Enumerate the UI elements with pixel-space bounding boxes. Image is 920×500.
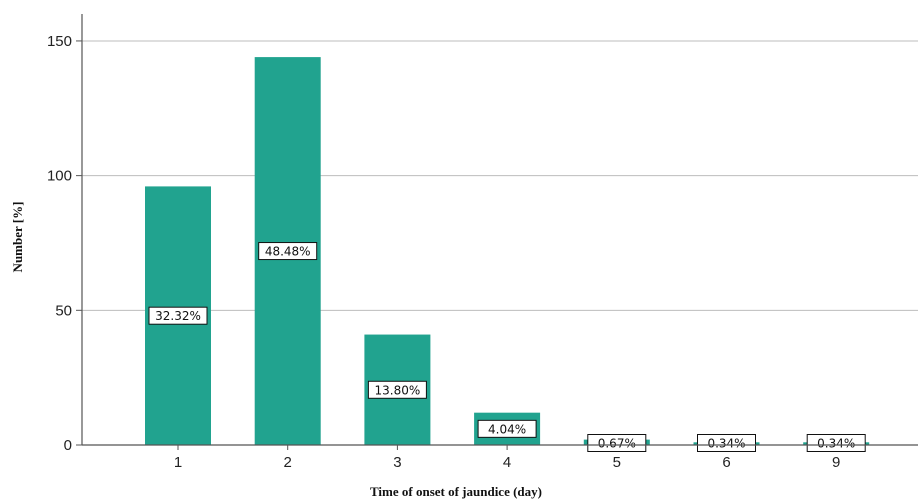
x-tick-label: 5 bbox=[613, 454, 621, 471]
y-axis-title: Number [%] bbox=[10, 202, 25, 273]
bars bbox=[145, 57, 870, 445]
y-tick-label: 100 bbox=[47, 168, 72, 185]
data-label: 4.04% bbox=[488, 422, 526, 436]
x-tick-label: 9 bbox=[832, 454, 840, 471]
data-label-box bbox=[697, 434, 756, 452]
y-tick-labels: 0 50 100 150 bbox=[47, 33, 82, 454]
x-tick-label: 6 bbox=[722, 454, 730, 471]
x-tick-labels: 1 2 3 4 5 6 9 bbox=[174, 445, 840, 471]
data-label-box bbox=[148, 306, 208, 325]
x-tick-label: 4 bbox=[503, 454, 511, 471]
y-tick-label: 50 bbox=[55, 302, 72, 319]
data-label-box bbox=[806, 434, 866, 452]
data-label-box bbox=[367, 380, 427, 399]
data-label: 0.34% bbox=[817, 437, 855, 451]
y-tick-label: 0 bbox=[64, 437, 72, 454]
data-label-box bbox=[477, 419, 537, 438]
data-labels: 32.32% 48.48% 13.80% 4.04% 0.67% 0.34% 0.34% bbox=[148, 242, 866, 452]
data-label: 0.67% bbox=[598, 437, 636, 451]
data-label-box bbox=[258, 242, 318, 261]
data-label-box bbox=[587, 434, 647, 452]
data-label: 13.80% bbox=[375, 383, 421, 397]
x-tick-label: 1 bbox=[174, 454, 182, 471]
grid-lines bbox=[82, 40, 918, 311]
data-label: 48.48% bbox=[265, 245, 311, 259]
data-label: 32.32% bbox=[155, 309, 201, 323]
data-label: 0.34% bbox=[707, 437, 745, 451]
x-tick-label: 2 bbox=[284, 454, 292, 471]
x-axis-title: Time of onset of jaundice (day) bbox=[370, 484, 542, 499]
y-tick-label: 150 bbox=[47, 33, 72, 50]
x-tick-label: 3 bbox=[393, 454, 401, 471]
